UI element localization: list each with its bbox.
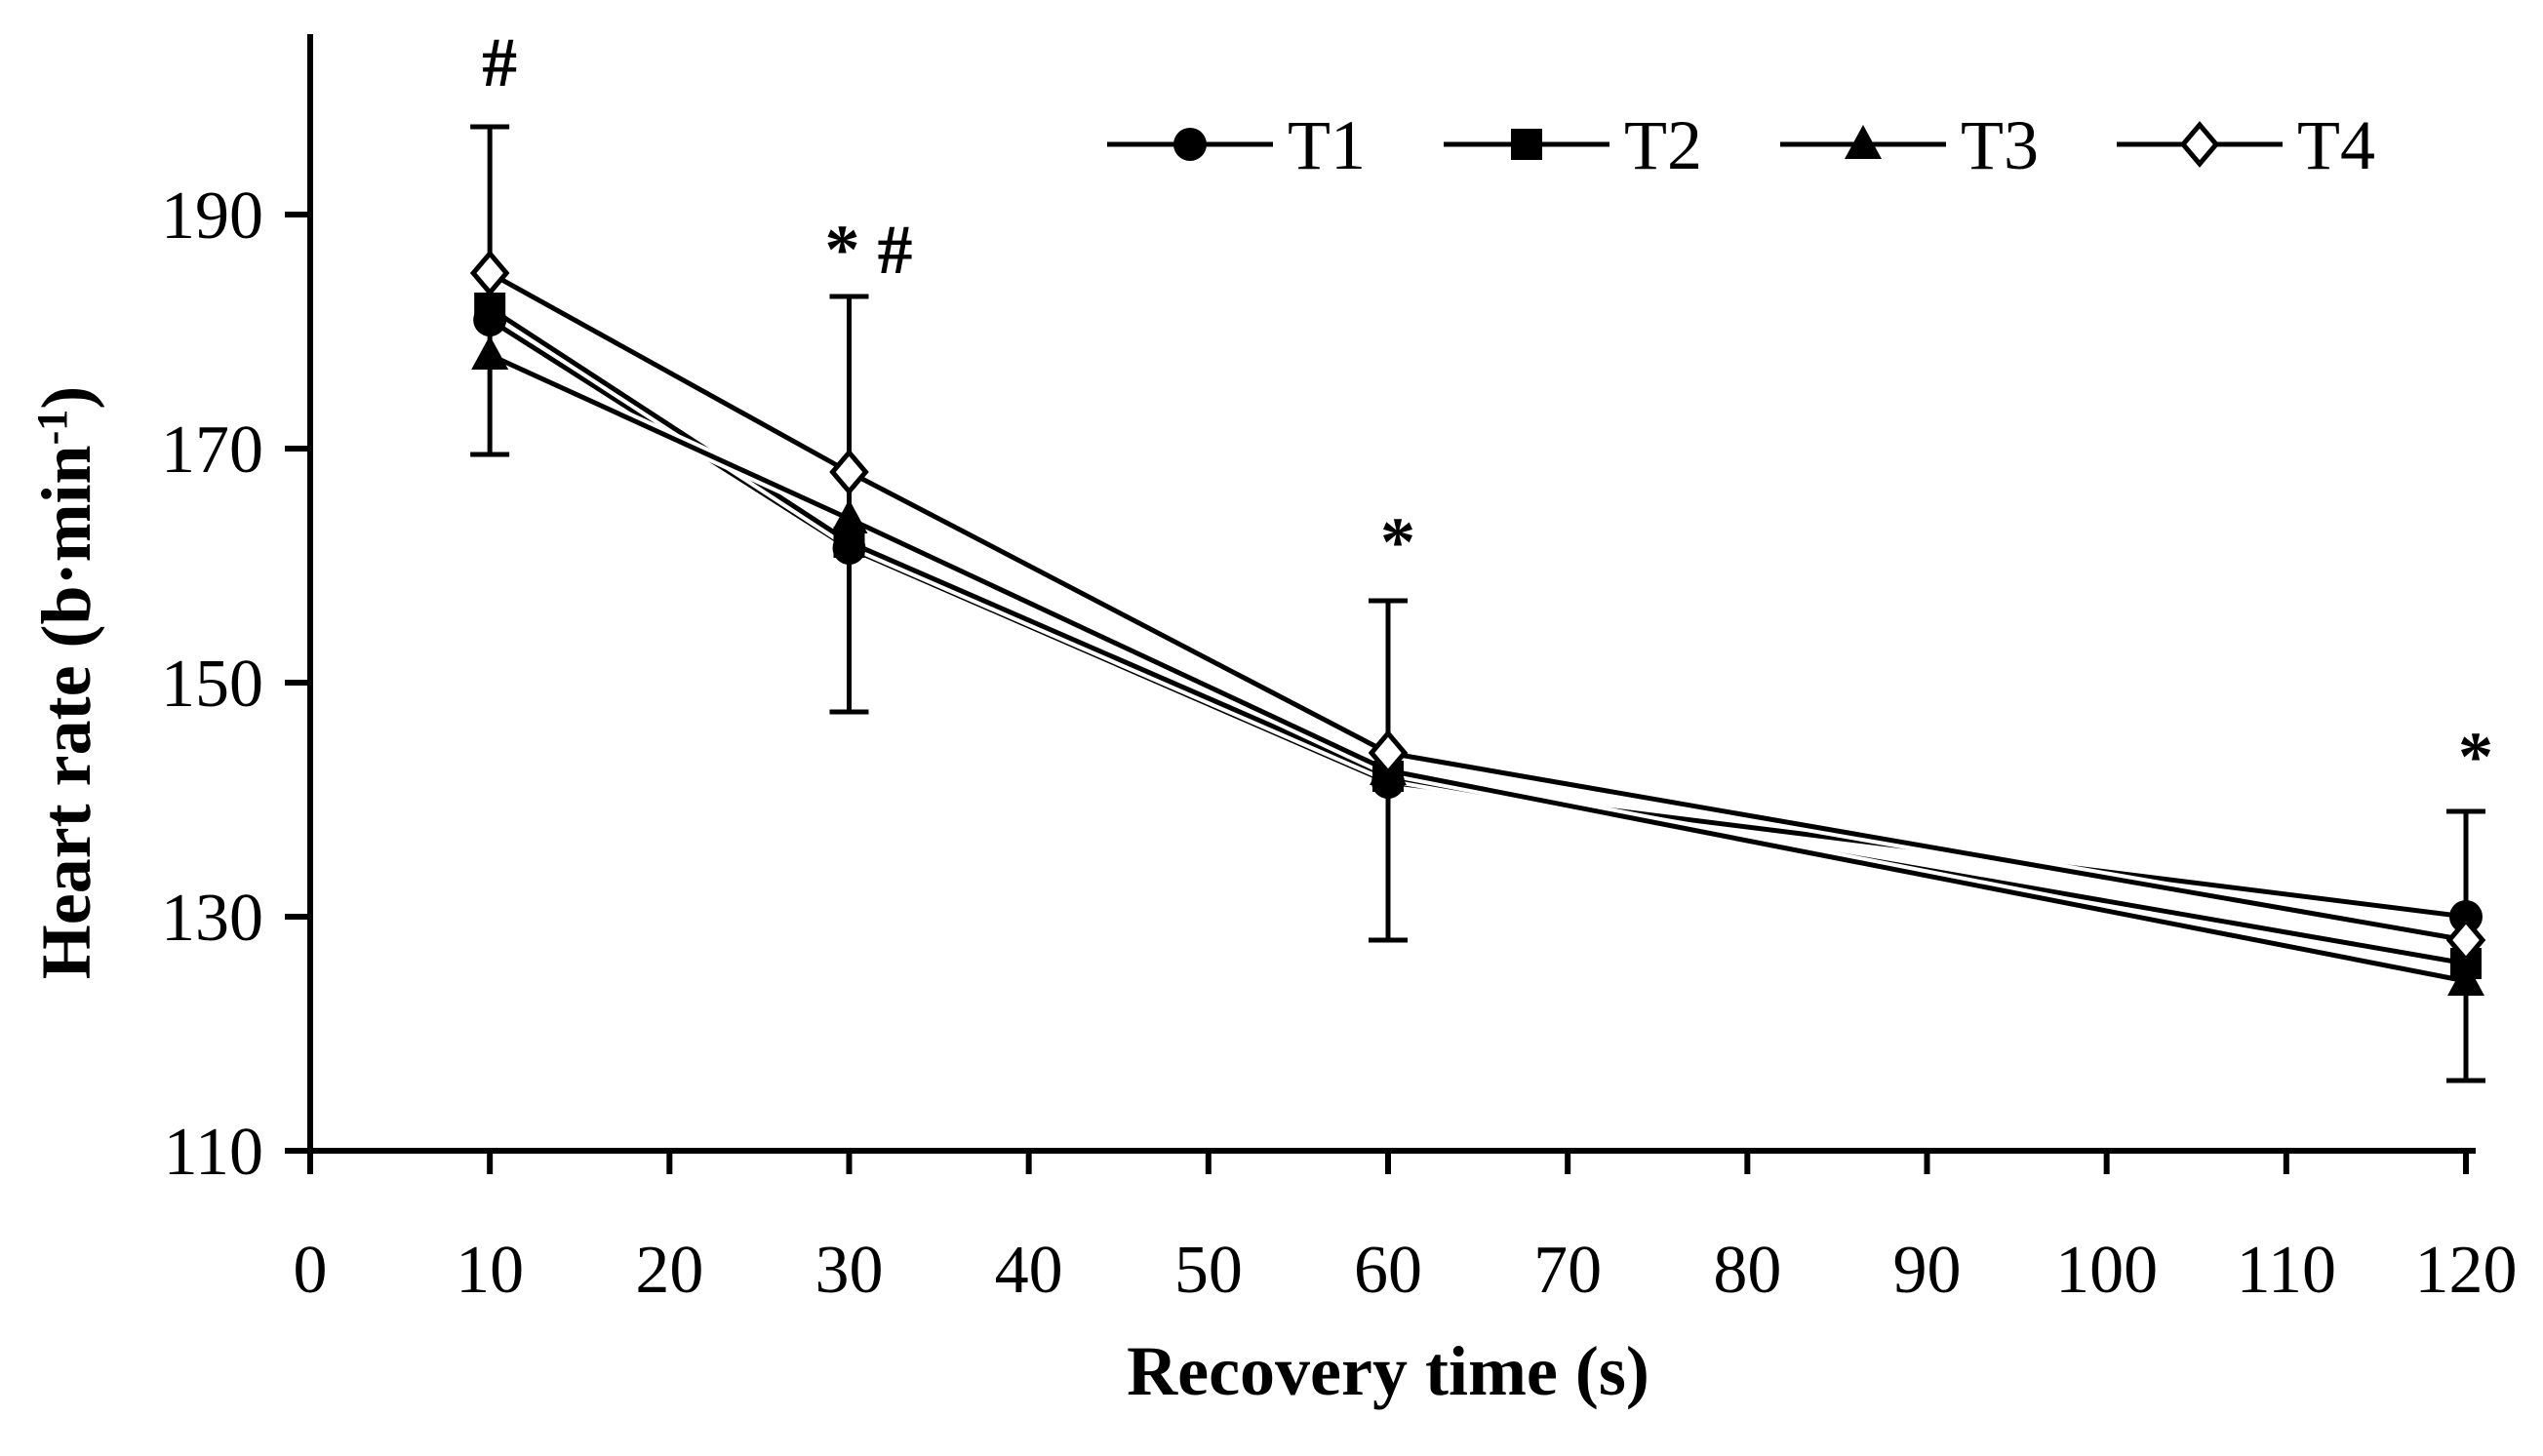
x-tick-label: 60 [1354,1233,1422,1308]
y-tick-label: 130 [161,881,263,956]
series-line-t4 [488,270,2467,943]
legend-marker-t4 [2179,121,2220,168]
x-tick-label: 50 [1174,1233,1243,1308]
y-tick-label: 170 [161,413,263,488]
marker-t3-x120 [2447,962,2484,996]
y-tick-label: 190 [161,178,263,254]
significance-marker: # [482,23,517,101]
series-line-halo-t4 [487,267,2468,947]
x-tick-label: 10 [456,1233,524,1308]
error-bars [470,124,2485,1083]
legend-label-t3: T3 [1961,106,2039,184]
marker-t4-x10 [469,250,510,296]
series-line-t1 [488,317,2467,920]
annotations: # * # * * [482,23,2493,796]
marker-t3-x30 [830,499,868,533]
significance-marker: * [2458,718,2493,796]
x-tick-label: 70 [1533,1233,1602,1308]
legend: T1 T2 T3 T4 [1107,106,2375,184]
y-tick-label: 110 [164,1115,263,1190]
marker-t4-x60 [1368,729,1409,776]
x-tick-label: 20 [635,1233,703,1308]
marker-t2-x10 [474,293,506,324]
legend-marker-t1 [1173,128,1207,161]
x-tick-label: 120 [2415,1233,2518,1308]
x-tick-label: 90 [1893,1233,1962,1308]
series-line-halo-t2 [486,302,2468,970]
y-axis-title-superscript: -1 [28,410,76,446]
markers [469,250,2486,996]
legend-label-t1: T1 [1288,106,1366,184]
series-line-halo-t1 [486,314,2467,924]
marker-t3-x10 [471,335,509,370]
y-axis-title-close: ) [27,386,105,410]
axes: 110 130 150 170 190 0 10 20 30 40 50 60 70 80 90 100 110… [161,34,2518,1308]
legend-label-t2: T2 [1624,106,1702,184]
x-tick-label: 30 [815,1233,884,1308]
x-tick-label: 40 [995,1233,1063,1308]
legend-label-t4: T4 [2297,106,2375,184]
x-tick-label: 0 [294,1233,328,1308]
x-tick-label: 80 [1713,1233,1781,1308]
significance-marker: * [1380,503,1415,581]
marker-t4-x120 [2445,917,2486,964]
series-line-t3 [489,352,2467,984]
marker-t4-x30 [829,449,869,495]
series-lines [486,267,2468,988]
marker-t1-x120 [2449,900,2483,933]
legend-marker-t3 [1845,125,1882,159]
series-line-t2 [488,305,2467,966]
x-axis-title: Recovery time (s) [1127,1332,1649,1410]
x-tick-label: 110 [2237,1233,2336,1308]
legend-marker-t2 [1511,129,1542,160]
significance-marker: * # [825,211,913,289]
y-axis-title: Heart rate (b·min-1) [27,386,105,979]
y-tick-label: 150 [161,647,263,722]
x-tick-label: 100 [2055,1233,2158,1308]
y-axis-title-main: Heart rate (b·min [27,445,105,979]
